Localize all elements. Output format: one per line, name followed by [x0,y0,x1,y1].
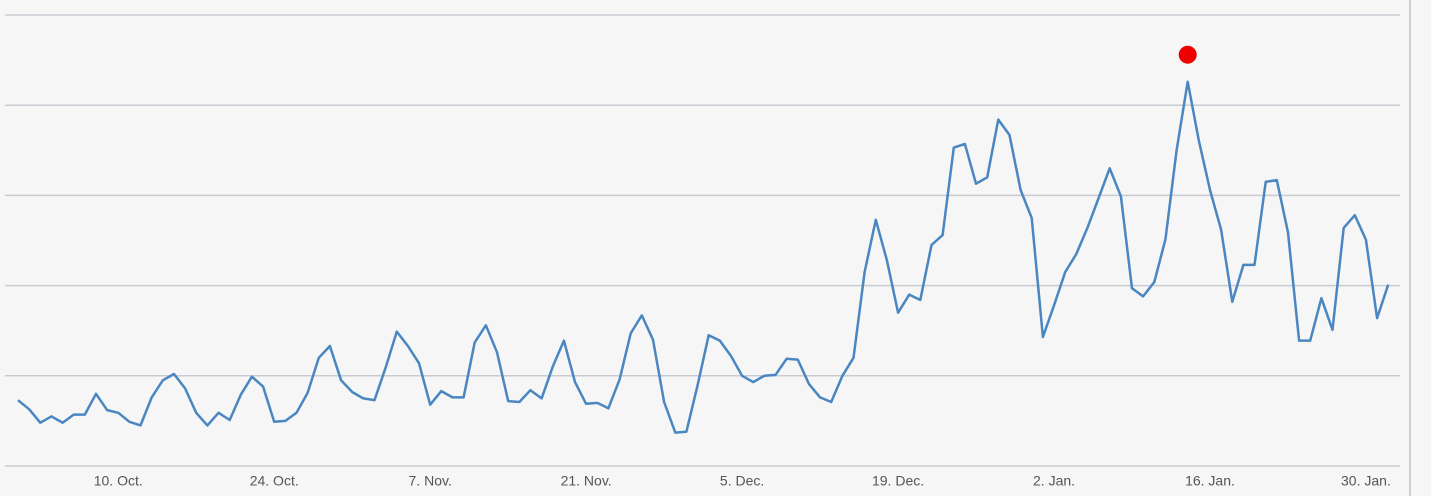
x-tick-label: 30. Jan. [1341,473,1391,489]
x-tick-label: 19. Dec. [872,473,924,489]
x-tick-label: 5. Dec. [720,473,764,489]
x-tick-label: 21. Nov. [561,473,612,489]
x-tick-label: 2. Jan. [1033,473,1075,489]
highlight-marker [1178,45,1197,64]
x-tick-label: 7. Nov. [409,473,452,489]
data-line [17,80,1390,434]
x-tick-label: 10. Oct. [94,473,143,489]
x-tick-label: 24. Oct. [250,473,299,489]
x-tick-label: 16. Jan. [1185,473,1235,489]
